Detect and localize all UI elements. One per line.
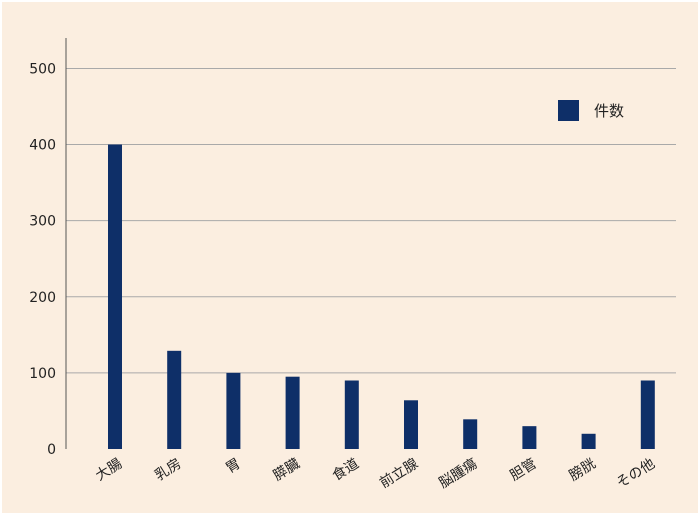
category-label: その他	[614, 456, 658, 492]
bar	[226, 372, 241, 449]
bar	[522, 426, 537, 449]
category-label: 食道	[329, 455, 362, 484]
y-tick-labels: 0 100 200 300 400 500	[29, 61, 56, 458]
category-label: 前立腺	[376, 455, 421, 492]
bar	[640, 380, 655, 449]
category-label: 膵臓	[270, 456, 302, 484]
y-tick-label: 100	[29, 366, 56, 382]
y-tick-label: 0	[47, 442, 56, 458]
legend: 件数	[558, 100, 624, 121]
category-label: 胃	[223, 456, 243, 477]
category-label: 大腸	[93, 456, 125, 484]
bar	[463, 419, 478, 449]
bar	[404, 400, 418, 449]
legend-swatch	[558, 100, 579, 121]
bar	[167, 350, 182, 449]
y-tick-label: 300	[29, 214, 56, 230]
category-label: 膀胱	[566, 455, 599, 484]
bars	[108, 144, 655, 450]
bar	[344, 380, 359, 449]
gridlines	[66, 67, 676, 374]
category-label: 胆管	[507, 456, 539, 484]
y-tick-label: 500	[29, 61, 56, 77]
bar	[108, 144, 122, 450]
y-tick-label: 400	[29, 138, 56, 154]
bar	[285, 376, 300, 449]
y-tick-label: 200	[29, 290, 56, 306]
legend-label: 件数	[594, 102, 624, 120]
category-label: 脳腫瘍	[436, 455, 481, 492]
bar	[581, 433, 596, 449]
category-labels: 大腸 乳房 胃 膵臓 食道 前立腺 脳腫瘍 胆管 膀胱 その他	[93, 455, 658, 492]
category-label: 乳房	[152, 456, 184, 484]
